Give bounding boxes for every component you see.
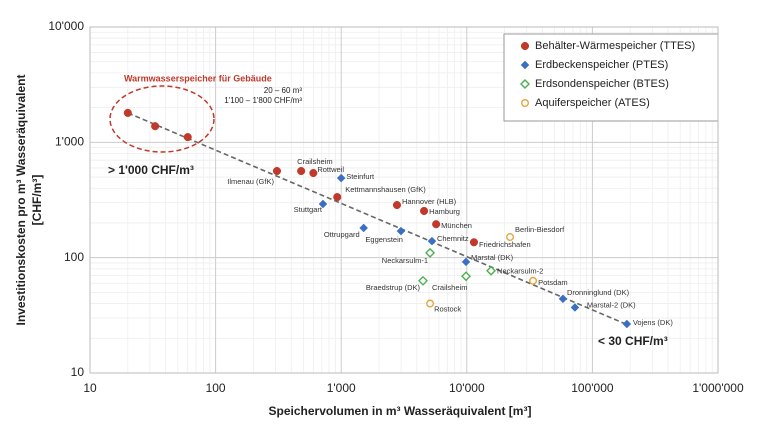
point-label: Vojens (DK) — [633, 318, 674, 327]
legend-label: Erdbeckenspeicher (PTES) — [535, 59, 668, 71]
point — [461, 257, 471, 267]
point-label: Marstal (DK) — [471, 253, 514, 262]
point-label: Neckarsulm-1 — [382, 256, 428, 265]
point — [151, 122, 160, 131]
point-label: Crailsheim — [432, 283, 467, 292]
point-label: Eggenstein — [365, 235, 403, 244]
legend-marker — [521, 98, 530, 107]
legend-marker — [520, 60, 530, 70]
legend-label: Aquiferspeicher (ATES) — [535, 97, 650, 109]
x-axis-label: Speichervolumen in m³ Wasseräquivalent [… — [269, 404, 532, 418]
annotation: 20 – 60 m³ — [264, 86, 303, 95]
point — [529, 276, 538, 285]
point-label: Hannover (HLB) — [402, 197, 457, 206]
point — [420, 206, 429, 216]
point-label: Braedstrup (DK) — [366, 283, 421, 292]
point — [461, 271, 472, 282]
point — [123, 108, 132, 117]
x-tick-label: 10 — [83, 381, 97, 395]
legend-marker — [520, 41, 530, 51]
point — [426, 299, 435, 308]
point — [622, 319, 632, 329]
legend — [503, 33, 719, 122]
y-tick-label: 10 — [71, 365, 85, 379]
x-tick-label: 10'000 — [449, 381, 485, 395]
y-tick-label: 100 — [64, 250, 84, 264]
point-label: Rostock — [434, 305, 461, 314]
point-label: Rottweil — [317, 165, 344, 174]
legend-label: Erdsondenspeicher (BTES) — [535, 78, 669, 90]
point-label: Ilmenau (GfK) — [227, 177, 274, 186]
point — [486, 265, 497, 276]
point — [558, 294, 568, 304]
point — [336, 173, 346, 183]
annotation: 1'100 – 1'800 CHF/m³ — [224, 96, 302, 105]
point — [333, 193, 342, 202]
point — [359, 223, 369, 233]
legend-label: Behälter-Wärmespeicher (TTES) — [535, 40, 695, 52]
point — [469, 238, 478, 247]
annotation: > 1'000 CHF/m³ — [108, 163, 194, 177]
y-tick-label: 1'000 — [55, 135, 84, 149]
point-label: Hamburg — [429, 207, 460, 216]
point-label: Friedrichshafen — [479, 240, 531, 249]
annotation: < 30 CHF/m³ — [598, 334, 668, 348]
point-label: Chemnitz — [437, 234, 469, 243]
x-tick-label: 100'000 — [571, 381, 614, 395]
point-label: Potsdam — [538, 278, 568, 287]
point — [427, 236, 437, 246]
point — [392, 200, 402, 210]
trend-line — [127, 112, 629, 326]
legend-marker — [520, 79, 530, 89]
plot-frame — [89, 26, 719, 374]
point — [570, 303, 580, 312]
point — [297, 166, 306, 176]
point-label: Berlin-Biesdorf — [515, 225, 565, 234]
point — [418, 275, 428, 286]
point-label: Marstal-2 (DK) — [587, 300, 636, 309]
y-axis-label: [CHF/m³] — [30, 175, 44, 226]
group-ellipse — [109, 85, 215, 153]
point — [432, 220, 441, 229]
y-tick-label: 10'000 — [48, 19, 84, 33]
point — [183, 133, 192, 142]
x-tick-label: 1'000 — [327, 381, 356, 395]
point — [318, 199, 328, 209]
y-axis-label: Investitionskosten pro m³ Wasseräquivale… — [14, 75, 28, 326]
point — [425, 247, 436, 258]
point-label: Crailsheim — [297, 157, 332, 166]
point-label: Stuttgart — [294, 205, 323, 214]
point-label: Ottrupgard — [324, 230, 360, 239]
x-tick-label: 100 — [206, 381, 226, 395]
annotation: Warmwasserspeicher für Gebäude — [124, 73, 272, 83]
point-label: Kettmannshausen (GfK) — [345, 185, 426, 194]
point-label: München — [441, 221, 472, 230]
point — [309, 168, 318, 178]
point — [396, 226, 406, 236]
point-label: Dronninglund (DK) — [567, 288, 630, 297]
point-label: Steinfurt — [346, 172, 375, 181]
point-label: Neckarsulm-2 — [497, 267, 543, 276]
point — [506, 233, 515, 242]
x-tick-label: 1'000'000 — [692, 381, 744, 395]
point — [272, 166, 282, 176]
